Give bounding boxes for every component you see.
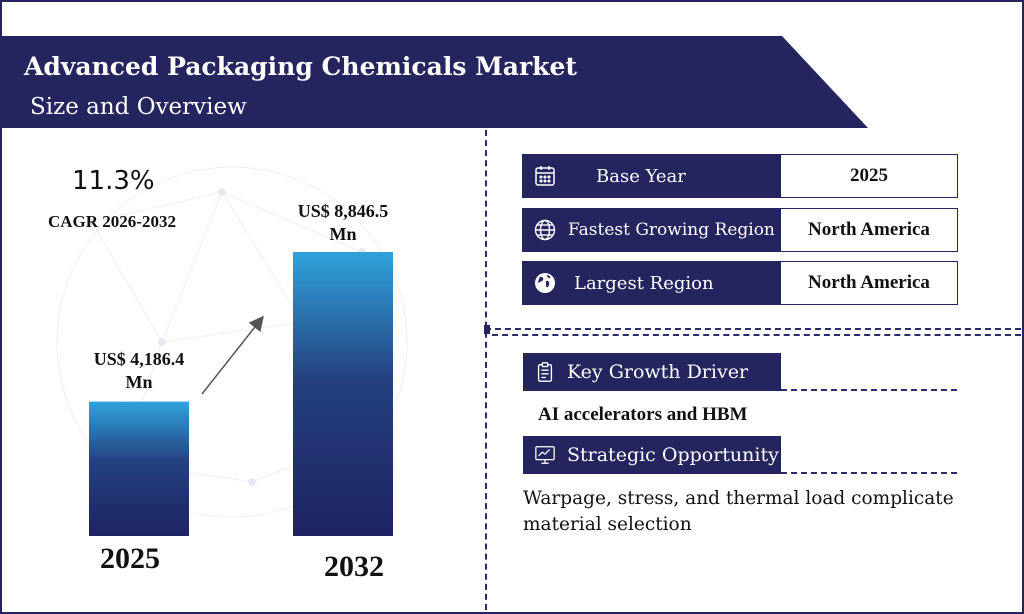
divider-junction: [484, 325, 490, 334]
bars-group: [89, 252, 393, 536]
page-subtitle: Size and Overview: [30, 94, 247, 120]
bar-value-label-2025-line2: Mn: [125, 372, 153, 392]
key-growth-driver-label: Key Growth Driver: [567, 361, 749, 383]
key-growth-driver-rule: [781, 389, 957, 391]
category-label-2025: 2025: [100, 542, 160, 575]
bar-2025: [89, 401, 189, 536]
info-key-label: Largest Region: [574, 272, 714, 294]
bar-value-label-2032: US$ 8,846.5 Mn: [268, 200, 418, 246]
info-key-label: Base Year: [596, 165, 686, 187]
horizontal-divider: [485, 328, 1021, 330]
strategy-chart-icon: [531, 441, 559, 469]
globe-icon: [530, 268, 560, 298]
info-value-fastest-growing-region: North America: [780, 208, 958, 252]
info-value-base-year: 2025: [780, 154, 958, 198]
key-growth-driver-heading: Key Growth Driver: [523, 353, 781, 391]
vertical-divider: [485, 130, 487, 610]
bar-value-label-2032-line1: US$ 8,846.5: [297, 201, 389, 221]
cagr-label: CAGR 2026-2032: [48, 212, 176, 231]
bar-chart: [56, 166, 408, 536]
horizontal-divider-secondary: [492, 334, 1021, 336]
page-title: Advanced Packaging Chemicals Market: [24, 52, 577, 81]
strategic-opportunity-rule: [781, 472, 957, 474]
growth-arrow: [201, 315, 264, 395]
bar-2032: [293, 252, 393, 536]
clipboard-icon: [531, 358, 559, 386]
banner-shape: [2, 36, 868, 128]
bar-value-label-2025: US$ 4,186.4 Mn: [64, 348, 214, 394]
globe-grid-icon: [530, 215, 560, 245]
bar-value-label-2025-line1: US$ 4,186.4: [93, 349, 185, 369]
bar-value-label-2032-line2: Mn: [329, 224, 357, 244]
header-banner: [2, 36, 870, 128]
strategic-opportunity-heading: Strategic Opportunity: [523, 436, 781, 474]
info-key-fastest-growing-region: Fastest Growing Region: [522, 208, 780, 252]
category-label-2032: 2032: [324, 550, 384, 583]
info-value-largest-region: North America: [780, 261, 958, 305]
info-key-largest-region: Largest Region: [522, 261, 780, 305]
info-key-base-year: Base Year: [522, 154, 780, 198]
cagr-value: 11.3%: [72, 166, 155, 196]
strategic-opportunity-text: Warpage, stress, and thermal load compli…: [523, 488, 954, 535]
strategic-opportunity-label: Strategic Opportunity: [567, 444, 779, 466]
key-growth-driver-text: AI accelerators and HBM: [538, 404, 748, 425]
calendar-icon: [530, 161, 560, 191]
info-key-label: Fastest Growing Region: [568, 220, 775, 240]
